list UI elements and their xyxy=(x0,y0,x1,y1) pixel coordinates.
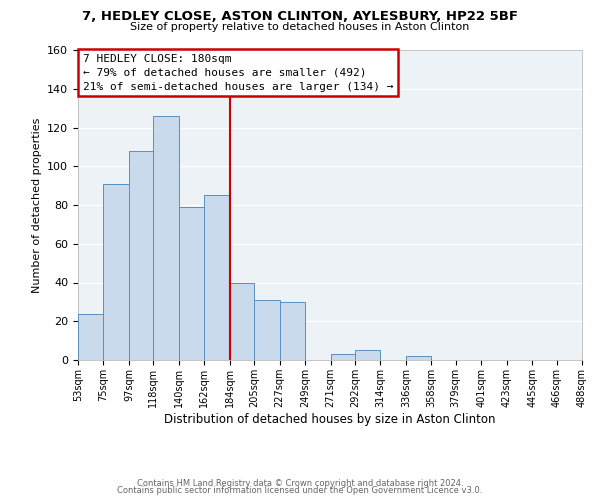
Bar xyxy=(406,356,431,360)
Text: Contains public sector information licensed under the Open Government Licence v3: Contains public sector information licen… xyxy=(118,486,482,495)
Y-axis label: Number of detached properties: Number of detached properties xyxy=(32,118,41,292)
Bar xyxy=(254,300,280,360)
Text: Contains HM Land Registry data © Crown copyright and database right 2024.: Contains HM Land Registry data © Crown c… xyxy=(137,478,463,488)
Text: Size of property relative to detached houses in Aston Clinton: Size of property relative to detached ho… xyxy=(130,22,470,32)
Bar xyxy=(129,151,154,360)
Bar xyxy=(230,282,254,360)
Bar xyxy=(78,314,103,360)
Bar xyxy=(179,207,204,360)
Bar xyxy=(154,116,179,360)
Bar xyxy=(355,350,380,360)
Bar xyxy=(103,184,129,360)
Bar xyxy=(204,196,230,360)
Text: 7 HEDLEY CLOSE: 180sqm
← 79% of detached houses are smaller (492)
21% of semi-de: 7 HEDLEY CLOSE: 180sqm ← 79% of detached… xyxy=(83,54,393,92)
Bar xyxy=(280,302,305,360)
Text: 7, HEDLEY CLOSE, ASTON CLINTON, AYLESBURY, HP22 5BF: 7, HEDLEY CLOSE, ASTON CLINTON, AYLESBUR… xyxy=(82,10,518,23)
Bar xyxy=(331,354,355,360)
X-axis label: Distribution of detached houses by size in Aston Clinton: Distribution of detached houses by size … xyxy=(164,412,496,426)
